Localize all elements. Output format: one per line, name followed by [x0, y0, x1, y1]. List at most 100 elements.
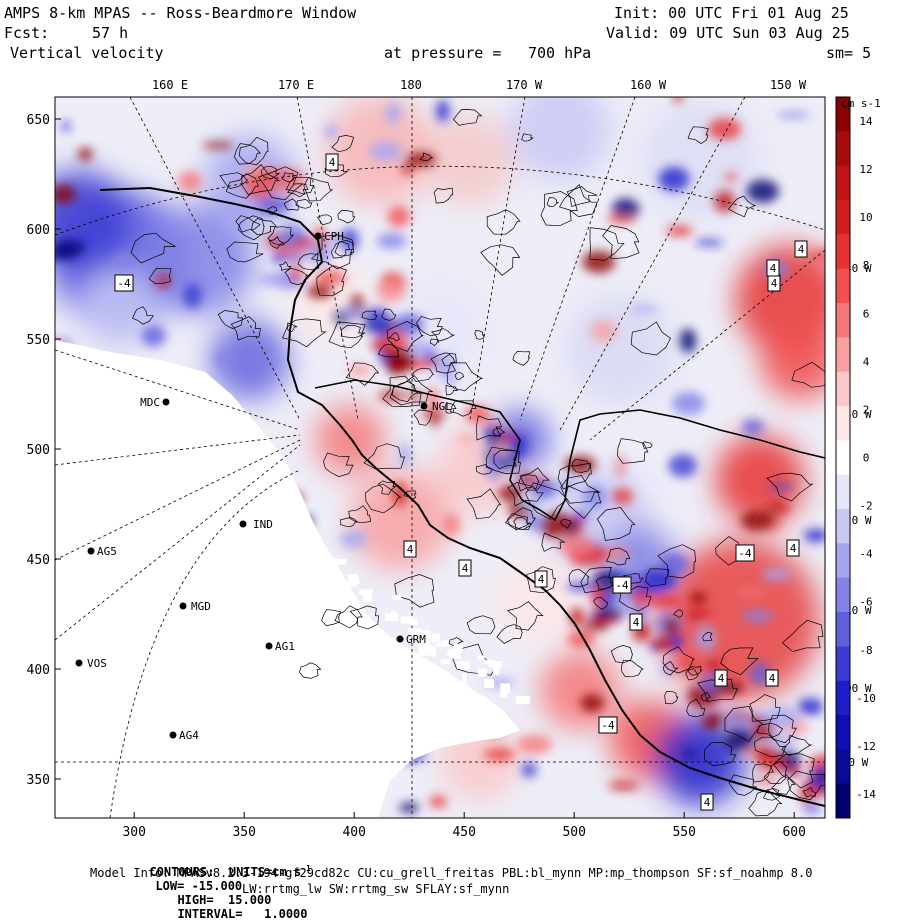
map-frame: [54, 96, 826, 819]
contour-label: 4: [633, 616, 640, 629]
map-area: MDC NGL AG5 MGD VOS AG1 AG4 IND GRM CPH 4 -4 4 4 4 4 -4…: [55, 97, 825, 818]
station-label: AG4: [179, 729, 199, 742]
lon-label-top: 150 W: [770, 78, 807, 92]
x-tick-label: 350: [232, 825, 255, 840]
contour-label-box: [766, 259, 780, 277]
missing-data-pixels: [318, 558, 530, 705]
colorbar-swatch: [836, 303, 850, 338]
colorbar-swatch: [836, 337, 850, 373]
contour-label: 4: [790, 542, 797, 555]
colorbar-tick-label: 14: [859, 115, 873, 128]
station-label: CPH: [324, 230, 344, 243]
y-tick-label: 350: [27, 773, 50, 788]
station-dot: [169, 731, 177, 739]
lon-label-top: 170 W: [506, 78, 543, 92]
contour-label: -4: [601, 719, 615, 732]
colorbar-swatch: [836, 200, 850, 235]
station-dot: [314, 232, 322, 240]
colorbar-tick-label: 0: [863, 452, 870, 465]
contour-label: 4: [407, 543, 414, 556]
y-tick-label: 600: [27, 223, 50, 238]
contour-label-box: [700, 793, 714, 811]
contour-label-box: [765, 669, 779, 687]
station-markers: MDC NGL AG5 MGD VOS AG1 AG4 IND GRM CPH: [75, 230, 452, 742]
lon-label-top: 170 E: [278, 78, 314, 92]
contour-label: 4: [770, 262, 777, 275]
colorbar-tick-label: -4: [859, 548, 873, 561]
colorbar-tick-labels: 14 12 10 8 6 4 2 0 -2 -4 -6 -8 -10 -12 -14: [856, 115, 876, 801]
lon-label-top: 180: [400, 78, 422, 92]
y-tick-label: 500: [27, 443, 50, 458]
contours-units: CONTOURS: UNITS=cm s: [149, 865, 302, 879]
colorbar-swatch: [836, 234, 850, 270]
colorbar-swatch: [836, 577, 850, 613]
station-label: MGD: [191, 600, 211, 613]
map-figure: MDC NGL AG5 MGD VOS AG1 AG4 IND GRM CPH 4 -4 4 4 4 4 -4…: [27, 78, 881, 840]
contour-value-labels: 4 -4 4 4 4 4 -4 4 4 -4 4 4 4 4 -4 4: [114, 153, 808, 811]
colorbar-swatch: [836, 97, 850, 132]
station-label: AG1: [275, 640, 295, 653]
contour-label-box: [786, 539, 800, 557]
station-label: IND: [253, 518, 273, 531]
x-tick-label: 400: [342, 825, 365, 840]
level-label: at pressure =: [384, 44, 502, 62]
colorbar-tick-label: -2: [859, 500, 872, 513]
colorbar-swatch: [836, 509, 850, 544]
y-tick-label: 650: [27, 113, 50, 128]
contour-label-box: [403, 540, 417, 558]
colorbar-swatch: [836, 440, 850, 476]
x-axis: 300 350 400 450 500 550 600: [122, 812, 806, 840]
ross-ice-shelf-region: [55, 340, 520, 818]
contour-label-box: [612, 576, 632, 594]
colorbar-swatch: [836, 131, 850, 167]
contour-label: -4: [738, 547, 752, 560]
station-dot: [162, 398, 170, 406]
graticule: [55, 97, 825, 818]
contour-label: 4: [538, 573, 545, 586]
x-tick-label: 450: [452, 825, 475, 840]
colorbar-tick-label: 8: [863, 259, 870, 272]
station-dot: [179, 602, 187, 610]
station-dot: [420, 402, 428, 410]
contour-label: -4: [615, 579, 629, 592]
station-label: AG5: [97, 545, 117, 558]
station-dot: [265, 642, 273, 650]
colorbar-tick-label: -6: [859, 596, 872, 609]
contour-label-box: [458, 559, 472, 577]
forecast-hour: 57 h: [92, 24, 129, 42]
colorbar-tick-label: 12: [859, 163, 872, 176]
station-dot: [239, 520, 247, 528]
colorbar-frame: [835, 96, 851, 819]
station-dot: [396, 635, 404, 643]
station-dot: [87, 547, 95, 555]
colorbar-units: cm s-1: [841, 97, 881, 110]
contour-label-box: [598, 716, 618, 734]
colorbar-swatch: [836, 371, 850, 407]
plot-title: AMPS 8-km MPAS -- Ross-Beardmore Window: [4, 4, 357, 22]
forecast-label: Fcst:: [4, 24, 50, 42]
colorbar-swatch: [836, 406, 850, 441]
contour-label-box: [114, 274, 134, 292]
y-tick-label: 450: [27, 553, 50, 568]
contour-label: 4: [798, 243, 805, 256]
station-label: MDC: [140, 396, 160, 409]
colorbar-swatch: [836, 646, 850, 682]
x-tick-label: 550: [672, 825, 695, 840]
y-tick-label: 550: [27, 333, 50, 348]
contour-label-box: [735, 544, 755, 562]
contour-label: 4: [704, 796, 711, 809]
contour-label-box: [534, 570, 548, 588]
contour-label: 4: [462, 562, 469, 575]
contour-label-box: [714, 669, 728, 687]
contour-label: 4: [771, 277, 778, 290]
colorbar: [835, 96, 851, 819]
colorbar-swatch: [836, 749, 850, 785]
colorbar-swatch: [836, 165, 850, 201]
colorbar-tick-label: 6: [863, 307, 870, 320]
longitude-labels-top: 160 E 170 E 180 170 W 160 W 150 W: [152, 78, 807, 92]
lon-label-top: 160 E: [152, 78, 188, 92]
contour-label-box: [794, 240, 808, 258]
colorbar-tick-label: -14: [856, 788, 876, 801]
station-label: VOS: [87, 657, 107, 670]
colorbar-tick-label: -8: [859, 644, 872, 657]
